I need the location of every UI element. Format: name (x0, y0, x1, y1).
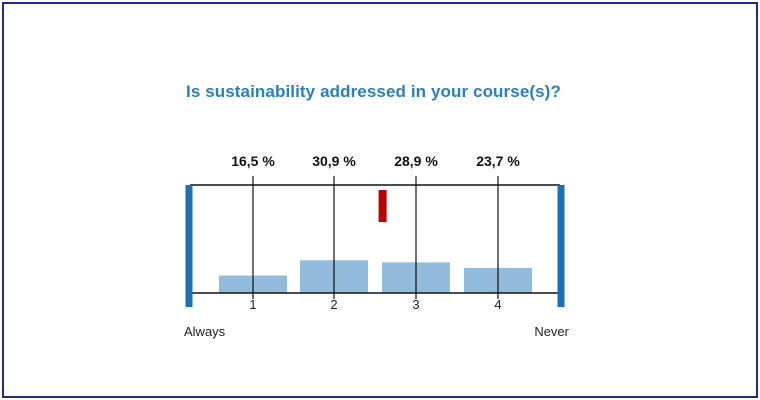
value-label-2: 30,9 % (312, 153, 356, 169)
value-label-4: 23,7 % (476, 153, 520, 169)
tick-label-3: 3 (412, 297, 419, 312)
mean-marker (378, 190, 387, 222)
scale-max-label: Never (534, 324, 569, 339)
right-end-cap (557, 185, 565, 307)
left-end-cap (185, 185, 193, 307)
scale-min-label: Always (184, 324, 226, 339)
value-label-1: 16,5 % (231, 153, 275, 169)
tick-label-2: 2 (330, 297, 337, 312)
tick-label-1: 1 (249, 297, 256, 312)
tick-label-4: 4 (494, 297, 501, 312)
value-label-3: 28,9 % (394, 153, 438, 169)
chart-title: Is sustainability addressed in your cour… (186, 82, 561, 101)
